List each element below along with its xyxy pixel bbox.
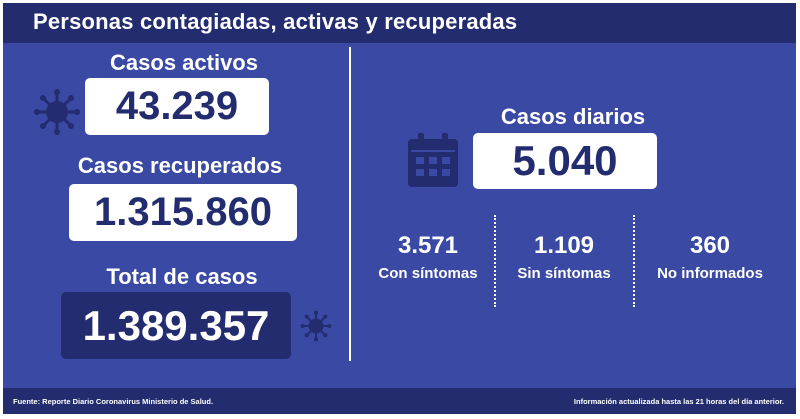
- stat-divider: [494, 215, 496, 307]
- uninformed-label: No informados: [657, 265, 763, 282]
- page-title: Personas contagiadas, activas y recupera…: [33, 9, 518, 34]
- recovered-cases-value: 1.315.860: [94, 190, 272, 234]
- total-cases-label: Total de casos: [106, 264, 258, 289]
- asymptomatic-label: Sin síntomas: [517, 265, 611, 282]
- active-cases-box: 43.239: [85, 78, 269, 135]
- column-divider: [349, 47, 351, 361]
- calendar-icon: [408, 133, 458, 187]
- total-cases-box: 1.389.357: [61, 292, 291, 359]
- total-cases-value: 1.389.357: [82, 301, 270, 349]
- daily-cases-value: 5.040: [512, 137, 618, 184]
- recovered-cases-label: Casos recuperados: [77, 153, 283, 178]
- daily-cases-label: Casos diarios: [500, 104, 646, 129]
- update-note: Información actualizada hasta las 21 hor…: [573, 397, 784, 406]
- virus-icon: [34, 89, 80, 135]
- infographic-panel: Personas contagiadas, activas y recupera…: [3, 3, 796, 414]
- uninformed-value: 360: [689, 232, 731, 259]
- header-bar: Personas contagiadas, activas y recupera…: [3, 3, 796, 43]
- asymptomatic-value: 1.109: [533, 232, 595, 259]
- symptomatic-value: 3.571: [397, 232, 459, 259]
- daily-cases-box: 5.040: [473, 133, 657, 189]
- symptomatic-label: Con síntomas: [378, 265, 478, 282]
- source-note: Fuente: Reporte Diario Coronavirus Minis…: [13, 397, 214, 406]
- active-cases-value: 43.239: [115, 84, 239, 128]
- virus-icon: [300, 310, 332, 342]
- stat-divider: [633, 215, 635, 307]
- active-cases-label: Casos activos: [110, 50, 258, 75]
- recovered-cases-box: 1.315.860: [69, 184, 297, 241]
- footer-bar: Fuente: Reporte Diario Coronavirus Minis…: [3, 388, 796, 414]
